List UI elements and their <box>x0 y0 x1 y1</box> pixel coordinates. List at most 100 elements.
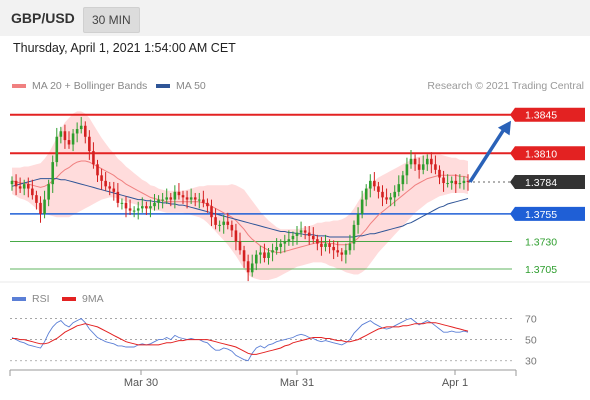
candle <box>250 254 254 277</box>
candle-body <box>132 210 136 212</box>
candle <box>83 121 87 144</box>
candle-body <box>75 129 79 134</box>
candle <box>96 159 99 182</box>
candle-body <box>26 184 30 189</box>
candle <box>112 181 116 201</box>
candle-body <box>299 230 303 233</box>
level-target-1.3730: 1.3730 <box>10 236 557 248</box>
x-tick-label: Apr 1 <box>442 377 468 389</box>
candle <box>303 226 307 240</box>
level-support-1.3755: 1.3755 <box>10 206 585 221</box>
candle-body <box>47 184 50 200</box>
candle <box>31 179 34 200</box>
candle-body <box>246 261 250 273</box>
candle-body <box>417 164 421 170</box>
x-tick-label: Mar 31 <box>280 377 314 389</box>
candle <box>267 248 270 265</box>
candle <box>242 245 246 268</box>
candle <box>18 177 22 193</box>
candle <box>161 192 164 209</box>
candle-body <box>303 230 307 233</box>
candle-body <box>96 164 99 176</box>
candle-body <box>259 252 262 255</box>
candle <box>59 126 63 144</box>
candle-body <box>83 125 87 137</box>
rsi-tick-label: 30 <box>525 356 537 368</box>
candle-body <box>324 243 327 247</box>
candle-body <box>254 254 258 264</box>
candle <box>385 188 388 204</box>
candle-body <box>368 180 372 189</box>
legend-ma20: MA 20 + Bollinger Bands <box>12 80 147 92</box>
candle <box>446 174 449 188</box>
candle-body <box>454 180 458 185</box>
candle <box>132 206 136 218</box>
candle-body <box>214 217 217 225</box>
level-tag <box>510 146 585 161</box>
candle <box>287 230 291 246</box>
ma20-line <box>11 160 469 253</box>
candle <box>373 172 376 191</box>
candle-body <box>185 197 189 200</box>
candle <box>120 198 124 210</box>
candle <box>291 231 295 246</box>
candle-body <box>385 197 388 200</box>
candle-body <box>35 195 38 203</box>
candle <box>324 234 327 252</box>
candle-body <box>242 250 246 262</box>
candle <box>47 179 50 207</box>
candle-body <box>226 221 230 225</box>
candle-body <box>218 224 221 226</box>
candle-body <box>430 158 433 165</box>
candle <box>145 201 148 215</box>
candle <box>35 190 38 210</box>
candle-body <box>169 197 173 200</box>
candle <box>222 214 226 234</box>
candle <box>295 226 299 245</box>
candle-body <box>238 241 242 251</box>
candle-body <box>88 136 91 152</box>
candle <box>271 243 274 262</box>
candle-body <box>149 206 152 209</box>
candle <box>55 127 59 167</box>
candle <box>197 192 201 209</box>
candle <box>311 227 315 244</box>
candle <box>259 245 262 264</box>
rsi-9ma-line <box>12 322 469 355</box>
candle <box>181 190 185 204</box>
candle <box>246 254 250 282</box>
legend-rsi: RSI <box>12 293 50 305</box>
candle <box>116 183 120 208</box>
candle <box>218 220 221 232</box>
candle-body <box>462 180 466 184</box>
candle <box>377 181 380 199</box>
candle-body <box>442 177 445 184</box>
candle <box>75 122 79 143</box>
legend-ma50: MA 50 <box>156 80 206 92</box>
candle-body <box>92 151 95 165</box>
candle <box>128 199 132 215</box>
candle <box>263 243 266 263</box>
candle <box>413 154 417 171</box>
candle-body <box>222 221 226 225</box>
candle <box>153 194 156 211</box>
level-tag <box>510 206 585 221</box>
candle <box>108 181 112 196</box>
candle <box>92 142 95 169</box>
candle-body <box>381 191 384 198</box>
ma50-line <box>11 178 469 238</box>
candle <box>364 184 368 207</box>
timeframe-badge[interactable]: 30 MIN <box>83 7 140 33</box>
level-resistance-1.3845: 1.3845 <box>10 107 585 122</box>
candle <box>430 152 433 174</box>
candle-body <box>438 169 441 178</box>
candle <box>328 239 331 254</box>
candle-body <box>389 197 392 200</box>
candle-body <box>55 136 59 163</box>
candle-body <box>409 158 413 165</box>
candle-body <box>79 125 83 130</box>
candle-body <box>67 140 71 145</box>
candle-body <box>250 263 254 273</box>
candle <box>140 197 144 213</box>
